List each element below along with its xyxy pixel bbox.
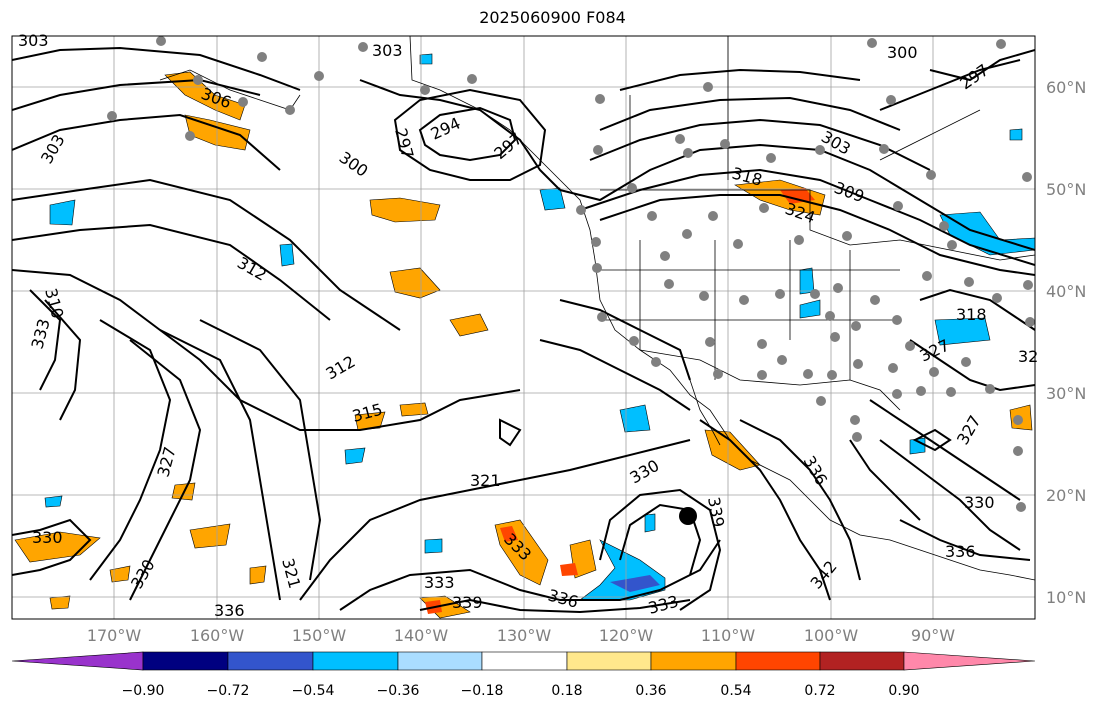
contour-label: 303 — [18, 31, 49, 50]
contour-label: 330 — [964, 493, 995, 512]
storm-center-marker — [679, 507, 697, 525]
colorbar-swatch — [227, 651, 314, 671]
lat-label: 60°N — [1046, 78, 1087, 97]
positive-anomaly-fills — [14, 71, 1033, 619]
colorbar-tick-label: 0.72 — [804, 683, 836, 699]
coastlines-borders — [159, 36, 1035, 581]
colorbar-tick-label: 0.54 — [720, 683, 752, 699]
colorbar-tick-label: 0.18 — [551, 683, 583, 699]
contour-label: 339 — [452, 593, 483, 612]
colorbar-swatch — [142, 651, 229, 671]
lon-label: 120°W — [598, 626, 654, 645]
colorbar-swatch — [566, 651, 652, 671]
colorbar-tick-label: 0.90 — [888, 683, 920, 699]
colorbar-swatch — [735, 651, 821, 671]
colorbar-swatch — [819, 651, 905, 671]
contour-label: 336 — [214, 601, 245, 620]
lat-label: 30°N — [1046, 384, 1087, 403]
colorbar-swatch — [481, 651, 568, 671]
lon-label: 110°W — [700, 626, 756, 645]
lat-label: 40°N — [1046, 282, 1087, 301]
colorbar-swatch — [650, 651, 737, 671]
contour-label: 336 — [945, 542, 976, 561]
lon-label: 100°W — [803, 626, 859, 645]
colorbar-tick-label: 0.36 — [635, 683, 667, 699]
lat-label: 20°N — [1046, 486, 1087, 505]
contour-label: 32 — [1018, 347, 1038, 366]
map-plot-area — [12, 36, 1035, 619]
contour-label: 318 — [956, 305, 987, 324]
lon-label: 170°W — [86, 626, 142, 645]
lon-label: 140°W — [393, 626, 449, 645]
lon-label: 130°W — [496, 626, 552, 645]
lon-label: 90°W — [910, 626, 956, 645]
contour-label: 303 — [372, 41, 403, 60]
contour-lines — [12, 46, 1035, 614]
contour-label: 300 — [887, 43, 918, 62]
contour-label: 330 — [32, 528, 63, 547]
colorbar-over-extend — [903, 651, 1036, 671]
lon-label: 160°W — [189, 626, 245, 645]
colorbar — [11, 651, 1036, 671]
map-title: 2025060900 F084 — [479, 8, 626, 27]
colorbar-tick-label: −0.90 — [121, 683, 165, 699]
colorbar-swatch — [312, 651, 399, 671]
contour-label: 321 — [470, 471, 501, 490]
colorbar-tick-label: −0.18 — [460, 683, 504, 699]
lon-label: 150°W — [291, 626, 347, 645]
lat-label: 50°N — [1046, 180, 1087, 199]
contour-label: 333 — [424, 573, 455, 592]
colorbar-tick-label: −0.72 — [206, 683, 250, 699]
colorbar-swatch — [397, 651, 483, 671]
colorbar-tick-label: −0.36 — [376, 683, 420, 699]
colorbar-under-extend — [11, 651, 144, 671]
lat-label: 10°N — [1046, 588, 1087, 607]
station-markers — [107, 36, 1035, 512]
strong-negative-fills — [610, 575, 660, 592]
map-frame — [11, 35, 1036, 620]
colorbar-tick-label: −0.54 — [291, 683, 335, 699]
